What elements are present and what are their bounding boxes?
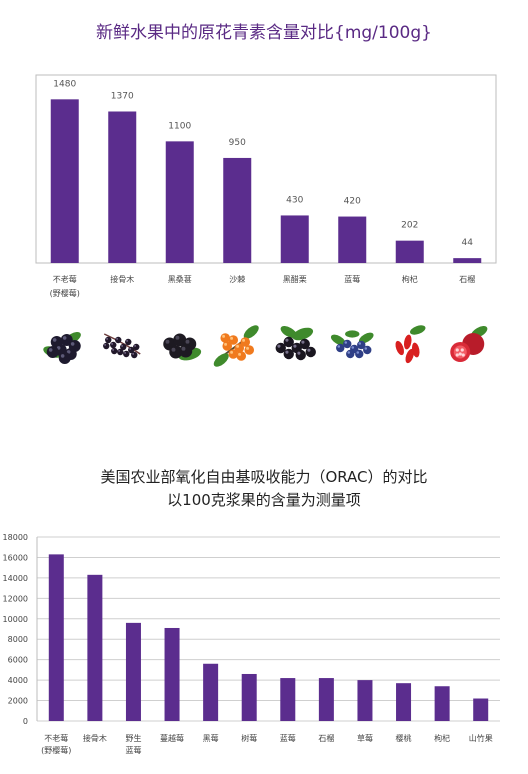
chart2-category-label: 不老莓 [44,733,68,743]
chart1-category-label: 不老莓 [53,274,77,284]
sea-buckthorn-icon [213,325,259,367]
chart2-title-line2: 以100克浆果的含量为测量项 [167,491,361,509]
chart1-data-label: 430 [286,195,303,205]
chart1-category-label: 蓝莓 [344,274,360,284]
chart2-category-label: 蔓越莓 [160,733,184,743]
chart2-bar [48,554,64,721]
chart2-category-label: 草莓 [357,733,373,743]
chart2-bar [280,678,296,721]
chart2-bar [125,622,141,721]
chart1-category-label: (野樱莓) [50,288,80,298]
chart2-title-line1: 美国农业部氧化自由基吸收能力（ORAC）的对比 [100,468,428,486]
chart1-category-label: 沙棘 [229,275,245,284]
chart2-ytick-label: 10000 [3,615,28,624]
chart2-category-label: (野樱莓) [41,745,71,755]
chart2-category-label: 接骨木 [83,733,107,743]
chart2-category-label: 黑莓 [203,733,219,743]
chart1-data-label: 44 [462,238,474,248]
pomegranate-icon [450,326,488,362]
chart2-category-label: 樱桃 [396,733,412,743]
chart2-ytick-label: 8000 [8,635,28,644]
chart2-category-label: 蓝莓 [280,733,296,743]
chart1-category-label: 接骨木 [110,274,134,284]
chart1-category-label: 黑桑葚 [168,274,192,284]
chart2-orac: 0 2000 4000 6000 8000 10000 12000 14000 16000 180… [3,533,500,755]
chart2-category-label: 树莓 [241,733,257,743]
chart1-data-label: 202 [401,221,418,231]
chart2-bar [164,627,180,721]
chart2-bar [434,686,450,721]
chart1-data-label: 1370 [111,91,134,101]
chart1-bar [50,99,79,263]
chart2-ytick-label: 14000 [3,574,28,583]
chart2-ytick-label: 6000 [8,656,28,665]
aronia-berry-icon [43,332,81,364]
chart1-data-label: 1100 [168,121,191,131]
chart2-category-label: 野生 [125,733,141,743]
chart2-bar [357,680,373,721]
blackcurrant-icon [275,326,316,361]
chart1-category-label: 石榴 [459,274,475,284]
chart1-proanthocyanidin: 1480 不老莓 (野樱莓) 1370 接骨木 1100 黑桑葚 950 沙棘 430 黑醋栗 420… [35,74,497,298]
chart1-data-label: 420 [344,197,361,207]
chart1-bar [395,240,424,263]
chart1-bar [280,215,309,263]
chart2-bar [203,663,219,721]
chart2-bar [241,673,257,721]
chart2-bar [473,698,489,721]
goji-berry-icon [395,325,426,364]
chart1-data-label: 950 [229,138,246,148]
chart2-ytick-label: 4000 [8,676,28,685]
chart2-ytick-label: 2000 [8,697,28,706]
chart2-ytick-label: 16000 [3,553,28,562]
chart2-ytick-label: 12000 [3,594,28,603]
chart2-category-label: 山竹果 [469,733,493,743]
chart2-ytick-label: 18000 [3,533,28,542]
chart1-bar [223,157,252,263]
chart1-bar [108,111,137,264]
chart2-bar [396,683,412,721]
chart1-data-label: 1480 [53,79,76,89]
chart2-category-label: 石榴 [318,733,334,743]
chart1-plot-frame [35,74,497,264]
chart2-ytick-label: 0 [23,717,28,726]
blueberry-icon [330,330,374,359]
chart1-bar [165,141,194,263]
chart1-bar [453,258,482,263]
chart2-bar [318,678,334,721]
mulberry-icon [163,333,202,361]
berry-image-row [43,325,488,367]
elderberry-icon [103,333,141,359]
chart1-bar [338,216,367,263]
chart2-category-label: 蓝莓 [125,745,141,755]
chart1-category-label: 黑醋栗 [283,274,307,284]
chart2-bar [87,574,103,721]
chart2-category-label: 枸杞 [434,733,450,743]
chart1-category-label: 枸杞 [402,274,418,284]
chart1-title: 新鲜水果中的原花青素含量对比{mg/100g} [96,23,432,43]
